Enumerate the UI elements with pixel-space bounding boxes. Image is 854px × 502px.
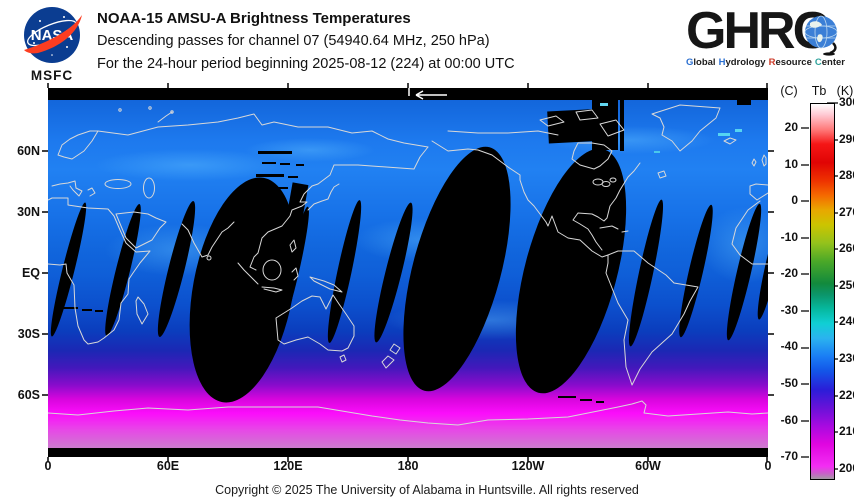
warm-air-patches — [95, 126, 768, 340]
msfc-label: MSFC — [30, 68, 74, 83]
kelvin-tick-300: 300 — [839, 95, 854, 109]
nasa-meatball-icon: NASA — [24, 7, 82, 63]
celsius-tick-n20: -20 — [780, 266, 798, 280]
kelvin-tick-290: 290 — [839, 132, 854, 146]
lon-label-60w: 60W — [635, 459, 661, 473]
colorbar-celsius-ticks — [801, 127, 809, 458]
coastlines — [48, 104, 768, 426]
lat-label-30s: 30S — [17, 327, 40, 341]
ghrc-acronym: GHRC — [686, 5, 848, 57]
colorbar-unit-celsius: (C) — [780, 84, 798, 98]
celsius-tick-0: 0 — [791, 193, 798, 207]
ghrc-globe-icon — [804, 15, 837, 56]
celsius-tick-n30: -30 — [780, 303, 798, 317]
kelvin-tick-210: 210 — [839, 424, 854, 438]
channel-subtitle: Descending passes for channel 07 (54940.… — [97, 33, 490, 49]
celsius-tick-n50: -50 — [780, 376, 798, 390]
kelvin-tick-280: 280 — [839, 168, 854, 182]
latitude-ticks — [42, 150, 774, 396]
colorbar-unit-kelvin: (K) — [836, 84, 854, 98]
longitude-ticks — [47, 83, 768, 462]
colorbar-quantity: Tb — [811, 84, 827, 98]
period-subtitle: For the 24-hour period beginning 2025-08… — [97, 56, 515, 72]
celsius-tick-n10: -10 — [780, 230, 798, 244]
celsius-tick-10: 10 — [784, 157, 798, 171]
lon-label-0a: 0 — [44, 459, 52, 473]
lon-label-0b: 0 — [764, 459, 772, 473]
kelvin-tick-220: 220 — [839, 388, 854, 402]
celsius-tick-n40: -40 — [780, 339, 798, 353]
lon-label-60e: 60E — [156, 459, 180, 473]
ghrc-letter-c: C — [793, 5, 837, 57]
nasa-logo-block: NASA MSFC — [10, 4, 94, 83]
kelvin-tick-250: 250 — [839, 278, 854, 292]
cold-cloud-flecks — [600, 103, 742, 153]
lon-label-120e: 120E — [273, 459, 303, 473]
lat-label-60s: 60S — [17, 388, 40, 402]
ghrc-tagline: Global Hydrology Resource Center — [686, 57, 845, 68]
kelvin-tick-240: 240 — [839, 314, 854, 328]
lon-label-180: 180 — [397, 459, 419, 473]
scanline-gap-dashes — [62, 100, 751, 403]
title-block: NOAA-15 AMSU-A Brightness Temperatures D… — [97, 8, 515, 76]
north-polar-gap-band — [48, 88, 768, 100]
product-title: NOAA-15 AMSU-A Brightness Temperatures — [97, 10, 411, 27]
tb-field-background — [48, 88, 768, 457]
south-polar-gap-band — [48, 448, 768, 457]
lat-label-30n: 30N — [17, 205, 40, 219]
kelvin-tick-200: 200 — [839, 461, 854, 475]
lat-label-eq: EQ — [21, 266, 40, 280]
kelvin-tick-230: 230 — [839, 351, 854, 365]
pass-direction-arrow — [408, 88, 447, 100]
celsius-tick-20: 20 — [784, 120, 798, 134]
ghrc-letters-ghr: GHR — [686, 2, 796, 60]
copyright-line: Copyright © 2025 The University of Alaba… — [215, 483, 639, 497]
tb-colorbar — [810, 103, 835, 480]
celsius-tick-n70: -70 — [780, 449, 798, 463]
lon-label-120w: 120W — [511, 459, 545, 473]
kelvin-tick-260: 260 — [839, 241, 854, 255]
kelvin-tick-270: 270 — [839, 205, 854, 219]
celsius-tick-n60: -60 — [780, 413, 798, 427]
lat-label-60n: 60N — [17, 144, 40, 158]
swath-data-gaps — [50, 98, 768, 403]
